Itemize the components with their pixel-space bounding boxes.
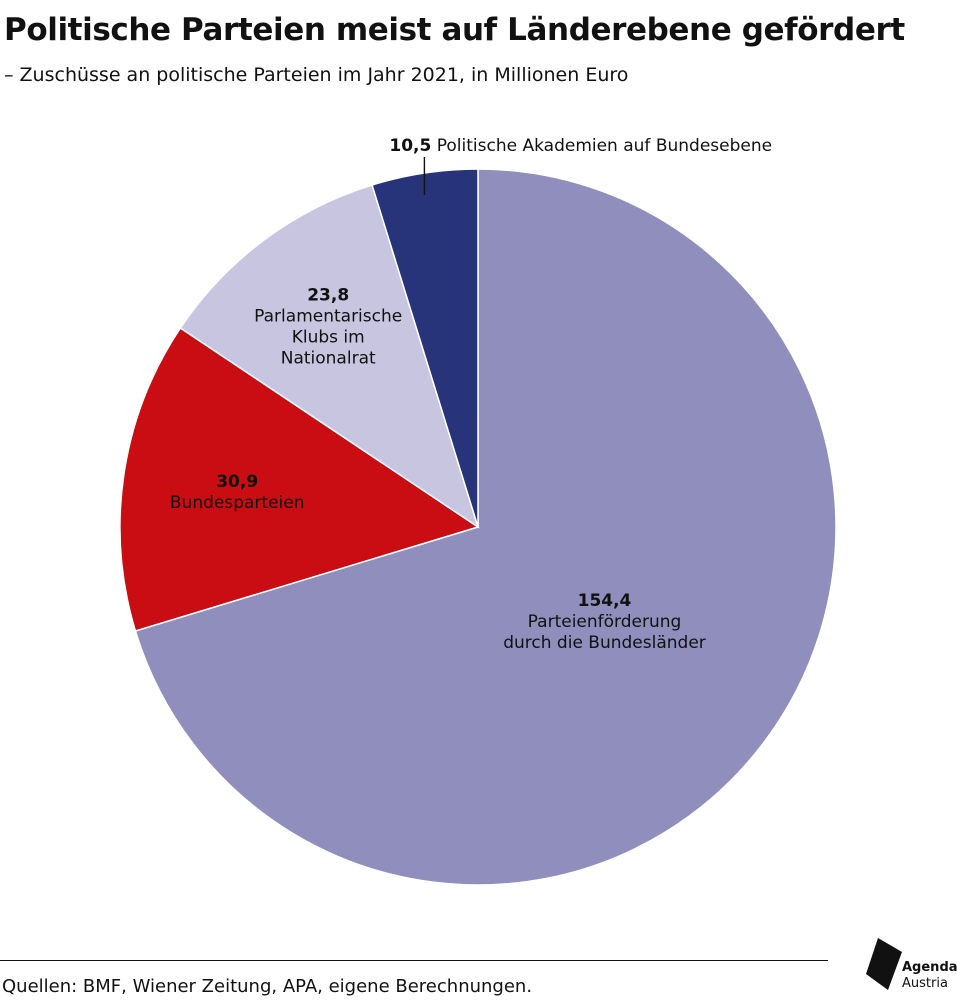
pie-chart: 154,4 Parteienförderung durch die Bundeslä…: [119, 136, 837, 886]
source-note: Quellen: BMF, Wiener Zeitung, APA, eigen…: [2, 976, 533, 997]
data-label-akademien: 10,5 Politische Akademien auf Bundeseben…: [389, 136, 772, 156]
chart-title: Politische Parteien meist auf Ländereben…: [4, 12, 905, 48]
slice-bundesparteien: [119, 326, 480, 632]
logo-mark-icon: [866, 938, 902, 990]
agenda-austria-logo: Agenda Austria: [864, 936, 957, 996]
data-label-parteienfoerderung-bundeslaender: 154,4 Parteienförderung durch die Bundeslä…: [503, 591, 706, 653]
chart-subtitle: – Zuschüsse an politische Parteien im Ja…: [4, 64, 629, 86]
slice-parlamentarische-klubs: [179, 184, 480, 529]
logo-text-agenda: Agenda: [902, 960, 957, 975]
data-label-bundesparteien: 30,9 Bundesparteien: [170, 472, 305, 513]
logo-text-austria: Austria: [902, 976, 948, 991]
data-label-parlamentarische-klubs: 23,8 Parlamentarische Klubs im Nationalrat: [254, 286, 402, 369]
slice-parteienfoerderung-bundeslaender: [134, 168, 837, 886]
footer-divider: [0, 960, 828, 961]
